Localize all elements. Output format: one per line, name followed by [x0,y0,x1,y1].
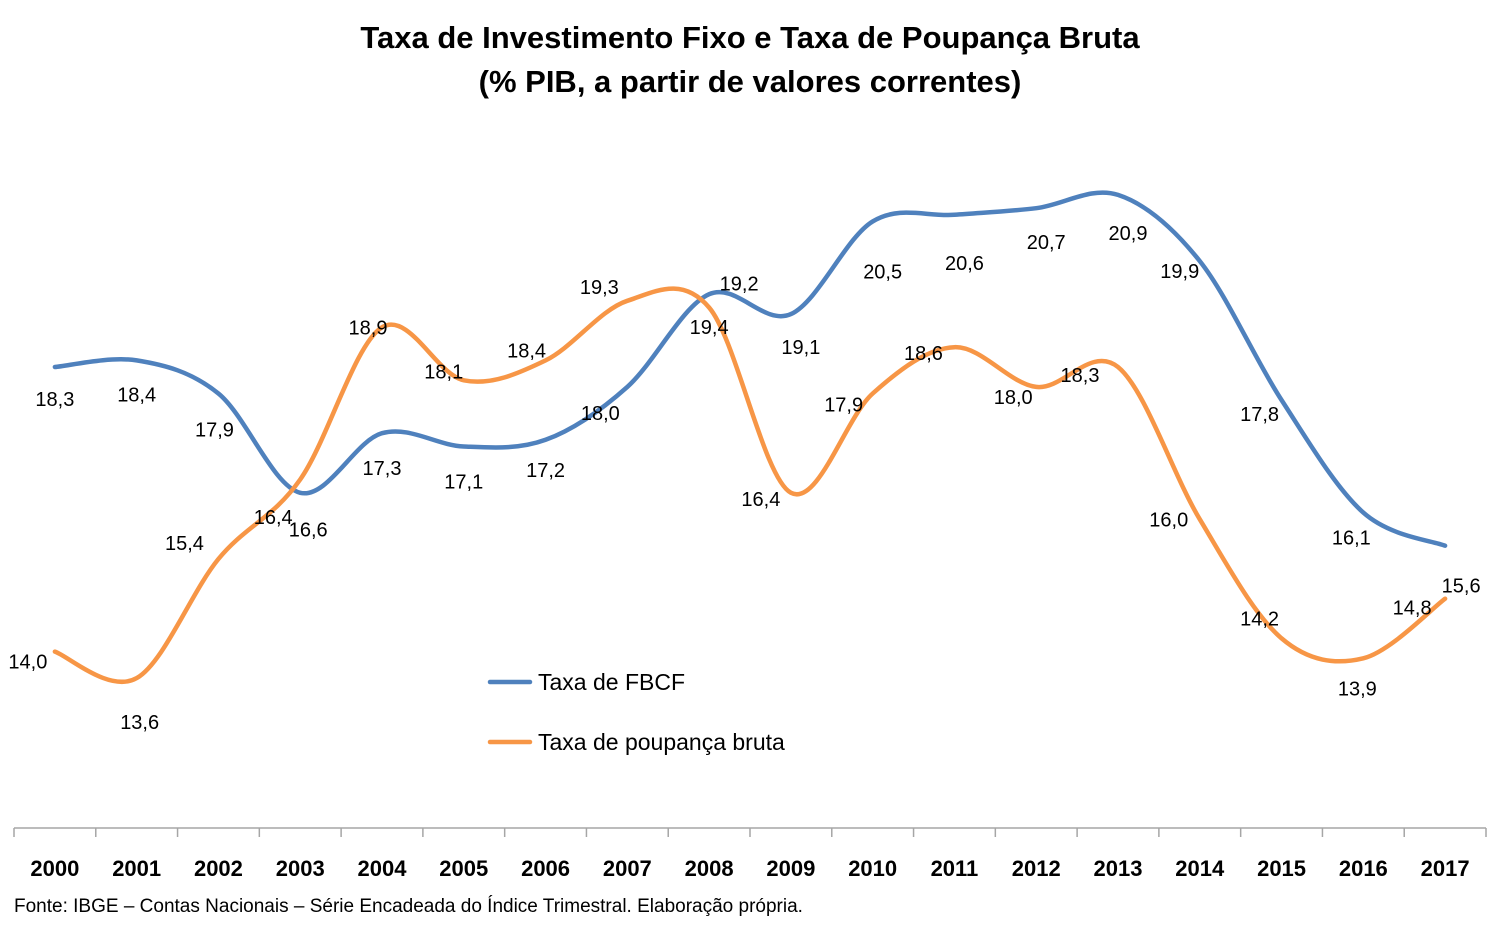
data-label-fbcf: 17,1 [444,471,483,493]
data-label-poupanca: 14,8 [1393,598,1432,620]
data-label-poupanca: 15,4 [165,533,204,555]
chart-title-line-2: (% PIB, a partir de valores correntes) [478,64,1022,99]
x-tick-label: 2007 [603,856,652,881]
x-tick-label: 2003 [276,856,325,881]
data-label-poupanca: 16,0 [1149,509,1188,531]
data-label-fbcf: 19,4 [690,317,729,339]
data-label-poupanca: 18,1 [424,361,463,383]
data-label-fbcf: 17,9 [195,419,234,441]
x-tick-label: 2001 [112,856,161,881]
data-label-poupanca: 13,6 [120,712,159,734]
data-label-poupanca: 18,4 [507,340,546,362]
legend-label-fbcf: Taxa de FBCF [538,669,685,695]
x-tick-label: 2006 [521,856,570,881]
chart-title-line-1: Taxa de Investimento Fixo e Taxa de Poup… [360,20,1140,55]
data-label-fbcf: 20,7 [1027,232,1066,254]
data-label-poupanca: 13,9 [1338,678,1377,700]
data-label-fbcf: 20,6 [945,253,984,275]
x-tick-label: 2017 [1421,856,1470,881]
series-line-fbcf [52,190,1448,548]
data-label-fbcf: 18,0 [581,403,620,425]
data-label-fbcf: 18,3 [35,389,74,411]
x-tick-label: 2015 [1257,856,1306,881]
data-label-fbcf: 18,4 [117,384,156,406]
data-label-fbcf: 17,3 [363,458,402,480]
data-label-fbcf: 16,4 [254,507,293,529]
x-tick-label: 2004 [358,856,408,881]
series-line-poupanca [52,286,1448,685]
data-label-fbcf: 20,5 [863,261,902,283]
data-label-poupanca: 14,2 [1240,608,1279,630]
x-tick-label: 2012 [1012,856,1061,881]
x-tick-label: 2010 [848,856,897,881]
x-tick-label: 2009 [766,856,815,881]
data-label-poupanca: 18,6 [904,343,943,365]
x-tick-label: 2011 [931,856,979,881]
x-tick-label: 2008 [685,856,734,881]
x-tick-label: 2016 [1339,856,1388,881]
legend-label-poupanca: Taxa de poupança bruta [538,729,785,755]
data-label-fbcf: 19,9 [1160,261,1199,283]
x-tick-label: 2000 [30,856,79,881]
data-label-poupanca: 19,2 [720,273,759,295]
data-label-poupanca: 14,0 [8,652,47,674]
data-label-fbcf: 16,1 [1332,528,1371,550]
data-label-poupanca: 17,9 [824,394,863,416]
data-label-poupanca: 18,0 [994,387,1033,409]
data-label-fbcf: 19,1 [781,337,820,359]
data-label-fbcf: 20,9 [1109,223,1148,245]
x-tick-label: 2013 [1094,856,1143,881]
data-label-poupanca: 16,6 [289,520,328,542]
data-label-fbcf: 17,8 [1240,404,1279,426]
x-tick-label: 2002 [194,856,243,881]
data-label-poupanca: 18,3 [1061,365,1100,387]
data-label-poupanca: 19,3 [580,277,619,299]
x-tick-label: 2005 [439,856,488,881]
x-tick-label: 2014 [1175,856,1225,881]
data-label-poupanca: 18,9 [349,317,388,339]
data-label-poupanca: 16,4 [741,489,780,511]
data-label-fbcf: 17,2 [526,460,565,482]
data-label-fbcf: 15,6 [1442,576,1481,598]
source-note: Fonte: IBGE – Contas Nacionais – Série E… [14,896,803,917]
